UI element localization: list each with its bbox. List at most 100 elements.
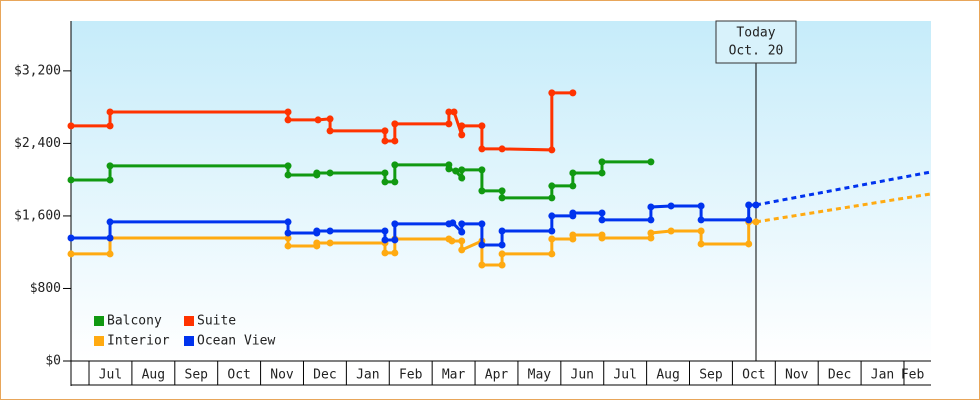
point	[498, 145, 506, 153]
point	[284, 171, 292, 179]
point	[106, 218, 114, 226]
point	[598, 234, 606, 242]
x-tick-label: Jan	[356, 368, 379, 383]
point	[745, 216, 753, 224]
point	[67, 176, 75, 184]
point	[391, 249, 399, 257]
x-tick-label: Oct	[227, 368, 250, 383]
point	[458, 122, 466, 130]
x-tick-label: Aug	[656, 368, 679, 383]
today-label: Oct. 20	[729, 44, 784, 59]
point	[478, 145, 486, 153]
x-tick-label: Sep	[185, 368, 209, 383]
point	[391, 120, 399, 128]
y-tick-label: $0	[45, 354, 61, 369]
point	[326, 239, 334, 247]
point	[667, 202, 675, 210]
point	[450, 108, 458, 116]
point	[326, 227, 334, 235]
point	[458, 228, 466, 236]
point	[478, 122, 486, 130]
x-tick-label: Mar	[442, 368, 466, 383]
legend-swatch	[184, 336, 194, 346]
point	[449, 219, 457, 227]
point	[458, 131, 466, 139]
x-tick-label: Feb	[399, 368, 423, 383]
projection-line	[755, 192, 932, 224]
point	[569, 182, 577, 190]
legend-label: Ocean View	[197, 334, 275, 349]
x-tick-label: Sep	[699, 368, 723, 383]
point	[448, 237, 456, 245]
point	[598, 216, 606, 224]
x-tick-label: Dec	[828, 368, 851, 383]
point	[569, 89, 577, 97]
point	[667, 227, 675, 235]
point	[647, 229, 655, 237]
point	[381, 169, 389, 177]
point	[313, 169, 321, 177]
point	[381, 127, 389, 135]
point	[452, 167, 460, 175]
x-tick-label: Oct	[742, 368, 765, 383]
point	[284, 234, 292, 242]
point	[106, 162, 114, 170]
point	[391, 220, 399, 228]
point	[284, 116, 292, 124]
point	[391, 178, 399, 186]
series-line	[71, 160, 651, 200]
point	[498, 250, 506, 258]
point	[697, 202, 705, 210]
x-tick-label: May	[528, 368, 552, 383]
point	[498, 261, 506, 269]
point	[548, 89, 556, 97]
x-tick-label: Feb	[901, 368, 925, 383]
point	[313, 227, 321, 235]
point	[458, 246, 466, 254]
point	[598, 209, 606, 217]
point	[697, 227, 705, 235]
point	[498, 194, 506, 202]
point	[381, 227, 389, 235]
y-tick-label: $1,600	[14, 208, 61, 223]
point	[381, 249, 389, 257]
point	[752, 201, 760, 209]
legend-label: Balcony	[107, 314, 162, 329]
point	[284, 108, 292, 116]
point	[548, 182, 556, 190]
today-box	[715, 20, 797, 64]
point	[745, 201, 753, 209]
y-tick-label: $3,200	[14, 63, 61, 78]
point	[498, 187, 506, 195]
legend-swatch	[94, 336, 104, 346]
point	[548, 146, 556, 154]
point	[284, 229, 292, 237]
point	[326, 115, 334, 123]
point	[478, 166, 486, 174]
legend-label: Interior	[107, 334, 170, 349]
point	[67, 234, 75, 242]
point	[284, 218, 292, 226]
point	[106, 122, 114, 130]
point	[498, 227, 506, 235]
point	[458, 174, 466, 182]
point	[647, 216, 655, 224]
point	[445, 120, 453, 128]
point	[381, 137, 389, 145]
x-tick-label: Jul	[613, 368, 636, 383]
point	[478, 220, 486, 228]
point	[284, 242, 292, 250]
point	[67, 250, 75, 258]
point	[391, 236, 399, 244]
point	[391, 161, 399, 169]
point	[284, 162, 292, 170]
x-tick-label: Aug	[142, 368, 165, 383]
x-tick-label: Jan	[871, 368, 894, 383]
point	[391, 137, 399, 145]
point	[745, 240, 753, 248]
x-tick-label: Jul	[99, 368, 122, 383]
point	[569, 231, 577, 239]
legend-label: Suite	[197, 314, 236, 329]
